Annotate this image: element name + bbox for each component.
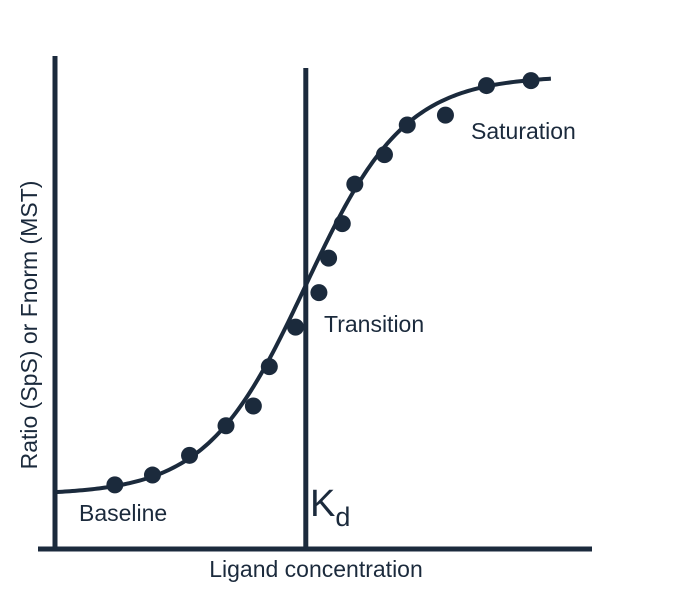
- data-point-5: [244, 397, 262, 415]
- region-label-baseline: Baseline: [79, 500, 167, 526]
- region-label-saturation: Saturation: [471, 118, 576, 144]
- data-point-2: [143, 466, 161, 484]
- x-axis-label: Ligand concentration: [209, 556, 423, 582]
- kd-label-main: K: [310, 483, 335, 525]
- kd-label: Kd: [310, 483, 350, 532]
- data-point-16: [522, 72, 540, 90]
- data-point-3: [181, 446, 199, 464]
- data-point-1: [106, 476, 124, 494]
- data-point-13: [398, 116, 416, 134]
- data-point-11: [346, 175, 364, 193]
- data-point-9: [320, 249, 338, 267]
- data-point-7: [287, 318, 305, 336]
- data-point-6: [260, 358, 278, 376]
- fit-curve: [54, 76, 552, 495]
- data-point-8: [310, 284, 328, 302]
- data-points: [106, 72, 540, 494]
- kd-label-sub: d: [335, 502, 350, 532]
- y-axis-label: Ratio (SpS) or Fnorm (MST): [16, 181, 42, 470]
- data-point-10: [333, 215, 351, 233]
- data-point-12: [375, 146, 393, 164]
- region-label-transition: Transition: [324, 311, 424, 337]
- data-point-14: [436, 106, 454, 124]
- data-point-15: [477, 77, 495, 95]
- data-point-4: [217, 417, 235, 435]
